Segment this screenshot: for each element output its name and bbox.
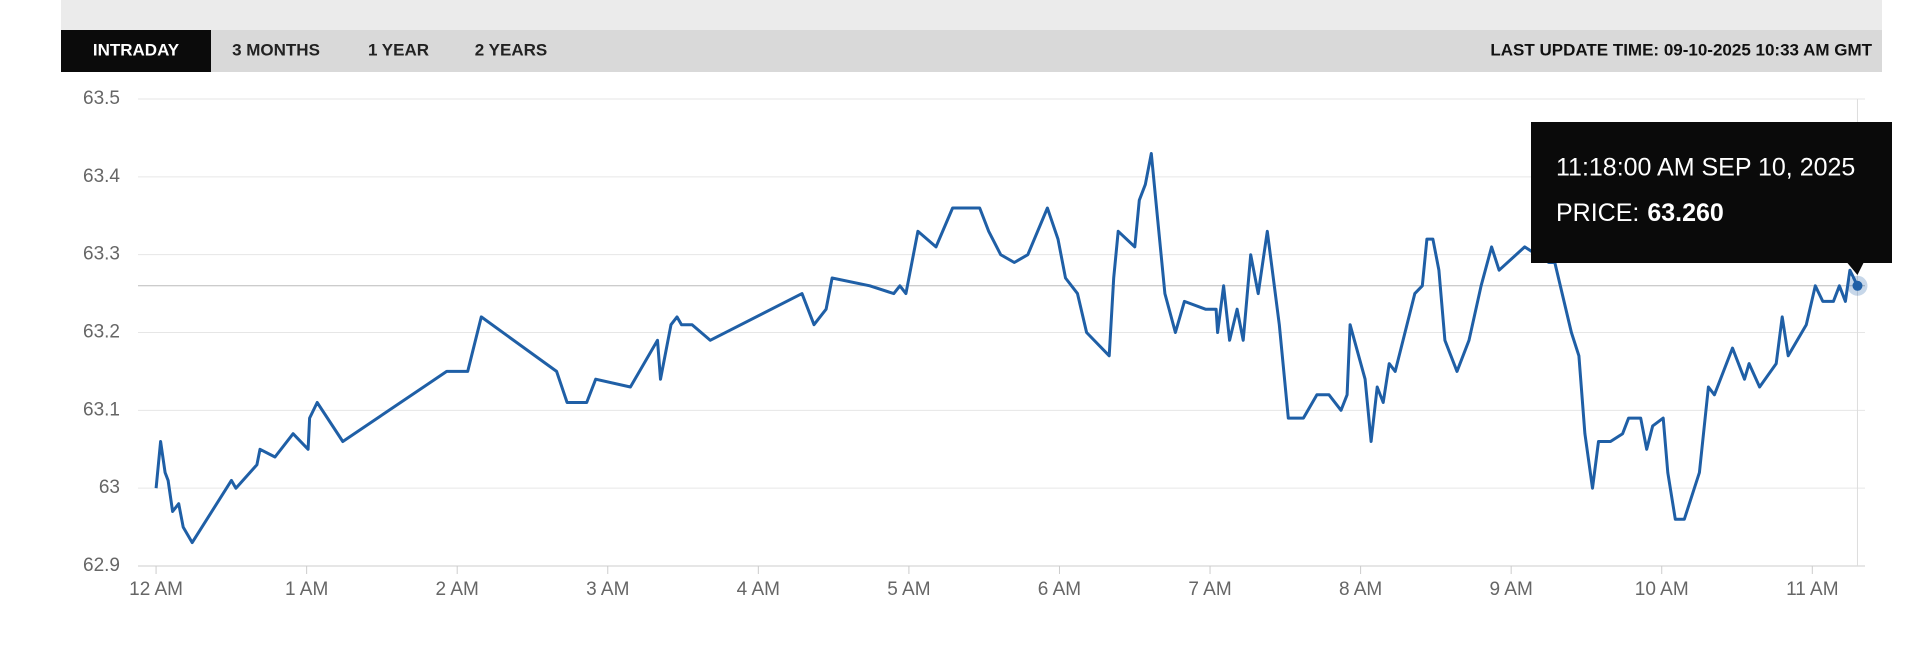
tab[interactable]: 1 YEAR bbox=[368, 40, 429, 59]
y-tick-label: 63.4 bbox=[83, 166, 120, 187]
y-tick-label: 63.2 bbox=[83, 322, 120, 343]
y-tick-label: 63.1 bbox=[83, 399, 120, 420]
y-tick-label: 63 bbox=[99, 477, 120, 498]
x-tick-label: 7 AM bbox=[1188, 579, 1231, 600]
x-tick-label: 11 AM bbox=[1786, 579, 1838, 600]
x-tick-label: 1 AM bbox=[285, 579, 328, 600]
y-tick-label: 63.3 bbox=[83, 244, 120, 265]
x-tick-label: 10 AM bbox=[1635, 579, 1689, 600]
x-tick-label: 6 AM bbox=[1038, 579, 1081, 600]
tab[interactable]: 2 YEARS bbox=[475, 40, 547, 59]
tab[interactable]: 3 MONTHS bbox=[232, 40, 320, 59]
x-tick-label: 4 AM bbox=[737, 579, 780, 600]
price-value: 63.260 bbox=[1647, 199, 1723, 227]
tooltip-price-label: PRICE: 63.260 bbox=[1556, 199, 1724, 227]
y-tick-label: 62.9 bbox=[83, 555, 120, 576]
tab-active-bg bbox=[61, 30, 211, 72]
tooltip-pointer bbox=[1847, 263, 1864, 275]
price-line bbox=[154, 152, 1859, 545]
x-tick-label: 12 AM bbox=[129, 579, 183, 600]
x-tick-label: 8 AM bbox=[1339, 579, 1382, 600]
tab[interactable]: INTRADAY bbox=[93, 40, 180, 59]
tab-bar bbox=[61, 30, 1882, 72]
tooltip-time: 11:18:00 AM SEP 10, 2025 bbox=[1556, 154, 1855, 182]
hover-point bbox=[1852, 280, 1863, 291]
x-tick-label: 9 AM bbox=[1490, 579, 1533, 600]
x-tick-label: 3 AM bbox=[586, 579, 629, 600]
price-label: PRICE: bbox=[1556, 199, 1639, 227]
tooltip-box bbox=[1531, 122, 1892, 263]
last-update: LAST UPDATE TIME: 09-10-2025 10:33 AM GM… bbox=[1490, 40, 1872, 59]
x-tick-label: 2 AM bbox=[436, 579, 479, 600]
x-tick-label: 5 AM bbox=[887, 579, 930, 600]
y-tick-label: 63.5 bbox=[83, 88, 120, 109]
header-band bbox=[61, 0, 1882, 30]
